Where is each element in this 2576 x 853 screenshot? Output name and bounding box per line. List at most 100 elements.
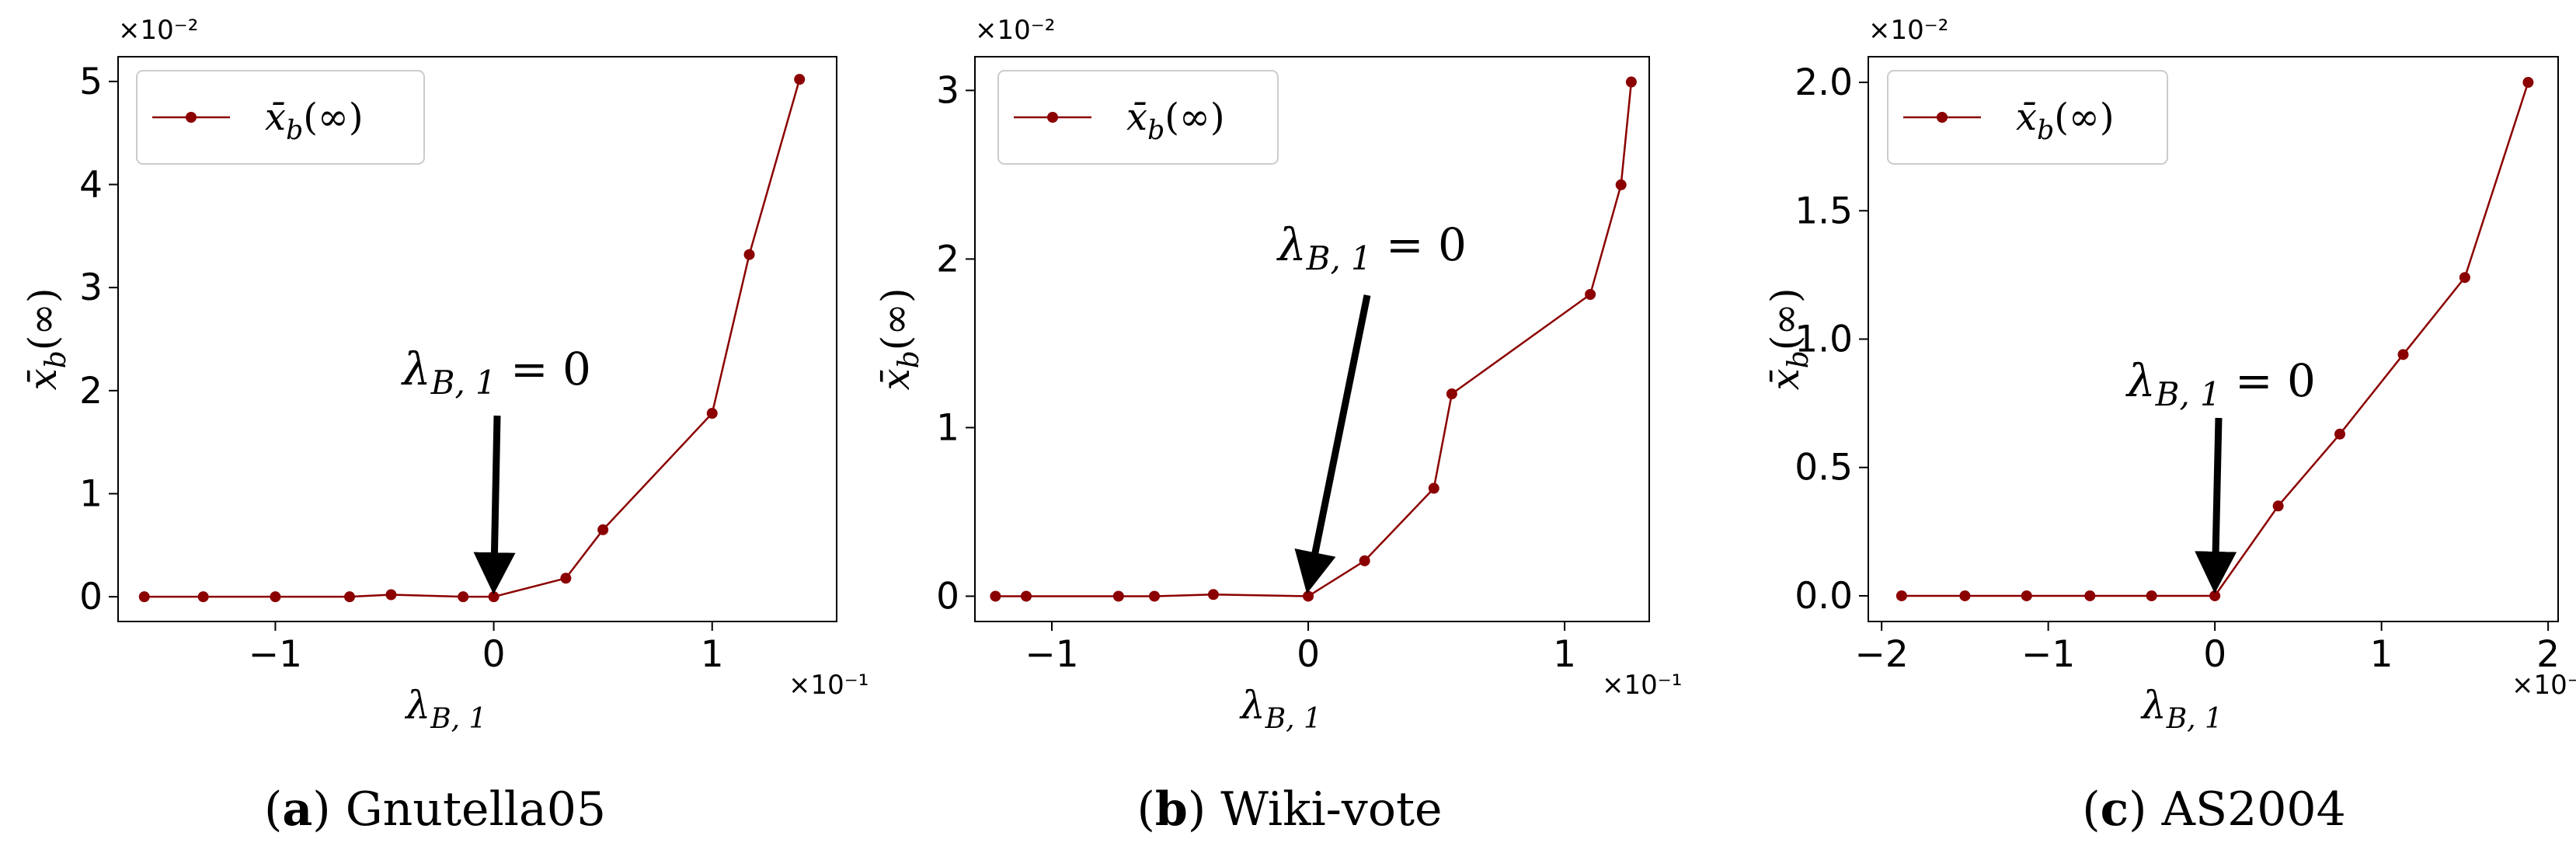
x-tick-label: −1: [249, 633, 302, 676]
y-tick-label: 2.0: [1794, 61, 1853, 104]
data-point: [2459, 272, 2470, 284]
data-point: [1021, 590, 1032, 602]
x-tick-label: −1: [2021, 633, 2075, 676]
y-axis-label-group: x̄b(∞): [1763, 288, 1815, 391]
y-tick-label: 0.0: [1794, 575, 1853, 618]
y-axis-label-group: x̄b(∞): [20, 288, 72, 391]
y-tick-label: 1: [79, 472, 103, 515]
legend-label: x̄b(∞): [2016, 96, 2115, 146]
y-tick-label: 0: [79, 576, 103, 618]
x-tick-label: 2: [2536, 633, 2560, 676]
data-point: [2272, 500, 2284, 512]
x-multiplier: ×10⁻¹: [1602, 670, 1682, 701]
x-tick-label: 1: [2370, 633, 2393, 676]
y-multiplier: ×10⁻²: [975, 15, 1055, 46]
data-point: [560, 573, 572, 584]
x-tick-label: −2: [1855, 633, 1909, 676]
chart-panel-c: −2 −1 0 1 2 0.0 0.5 1.0 1.5 2.0 ×10⁻² ×10⁻¹ λB, 1 x̄b…: [1763, 15, 2576, 837]
series-line: [144, 78, 801, 598]
legend: x̄b(∞): [1887, 70, 2168, 165]
x-tick-label: 0: [2203, 633, 2226, 676]
y-tick-label: 2: [936, 238, 959, 280]
data-point: [794, 74, 806, 85]
y-tick-label: 0.5: [1794, 447, 1853, 489]
annotation-arrow: [1294, 294, 1371, 594]
data-point: [1615, 179, 1627, 190]
legend-box: [997, 70, 1279, 165]
data-point: [2146, 590, 2157, 601]
y-tick-label: 4: [79, 164, 103, 207]
data-point: [1207, 589, 1219, 601]
data-point: [2334, 428, 2346, 440]
x-axis-label: λB, 1: [2140, 683, 2223, 735]
y-multiplier: ×10⁻²: [118, 15, 198, 46]
legend-box: [136, 70, 425, 165]
data-point: [706, 408, 718, 420]
data-point: [1303, 590, 1314, 602]
y-tick-label: 1: [936, 406, 959, 449]
legend-label: x̄b(∞): [265, 96, 364, 146]
data-point: [385, 589, 397, 601]
y-tick-label: 5: [79, 61, 103, 103]
data-point: [1112, 590, 1124, 602]
data-point: [1625, 76, 1637, 88]
data-point: [1585, 288, 1596, 300]
data-point: [1959, 590, 1971, 601]
y-tick-label: 3: [936, 69, 959, 112]
data-point: [1446, 388, 1457, 400]
legend-box: [1887, 70, 2168, 165]
x-multiplier: ×10⁻¹: [788, 670, 869, 701]
plot-frame: [974, 56, 1650, 622]
panel-caption: (a) Gnutella05: [264, 782, 606, 837]
legend: x̄b(∞): [136, 70, 425, 165]
y-tick-label: 1.0: [1794, 319, 1853, 361]
annotation-arrow: [473, 415, 516, 595]
data-point: [2397, 349, 2409, 360]
data-point: [270, 591, 281, 603]
y-axis-label: x̄b(∞): [1763, 288, 1815, 391]
x-tick-label: 0: [482, 633, 506, 676]
x-axis-label: λB, 1: [1239, 683, 1321, 735]
data-point: [597, 524, 609, 535]
data-point: [344, 591, 356, 603]
y-tick-label: 1.5: [1794, 190, 1853, 232]
y-multiplier: ×10⁻²: [1868, 15, 1948, 46]
panel-caption: (c) AS2004: [2082, 782, 2346, 837]
data-point: [197, 591, 209, 603]
data-point: [743, 249, 755, 260]
data-point: [2209, 590, 2221, 601]
data-point: [458, 591, 469, 603]
annotation-text: λB, 1 = 0: [1276, 218, 1467, 277]
data-point: [2522, 77, 2534, 89]
data-point: [1895, 590, 1907, 601]
y-axis-label-group: x̄b(∞): [873, 288, 925, 391]
x-tick-label: 1: [701, 633, 724, 676]
y-axis-label: x̄b(∞): [20, 288, 72, 391]
x-tick-label: −1: [1025, 633, 1078, 676]
data-point: [2021, 590, 2032, 601]
plot-frame: [117, 56, 837, 622]
data-point: [138, 591, 150, 603]
x-tick-label: 1: [1553, 633, 1576, 676]
data-point: [1149, 590, 1161, 602]
x-axis-label: λB, 1: [405, 683, 487, 735]
legend-label: x̄b(∞): [1126, 96, 1225, 146]
annotation-arrow: [2195, 417, 2237, 594]
legend-marker: [186, 112, 197, 123]
x-multiplier: ×10⁻¹: [2512, 670, 2576, 701]
y-axis-label: x̄b(∞): [873, 288, 925, 391]
y-tick-label: 2: [79, 370, 103, 413]
y-tick-label: 0: [936, 575, 959, 618]
y-tick-label: 3: [79, 266, 103, 309]
x-tick-label: 0: [1297, 633, 1320, 676]
data-point: [2084, 590, 2096, 601]
legend-marker: [1047, 112, 1058, 123]
annotation-text: λB, 1 = 0: [401, 343, 591, 402]
chart-panel-b: −1 0 1 0 1 2 3 ×10⁻² ×10⁻¹ λB, 1 x̄b(∞) x̄b(∞) λB, 1…: [873, 15, 1682, 837]
data-point: [990, 590, 1001, 602]
chart-panel-a: −1 0 1 0 1 2 3 4 5 ×10⁻² ×10⁻¹ λB, 1 x̄b(∞) x̄b(∞) λB,…: [20, 15, 869, 837]
panel-caption: (b) Wiki-vote: [1137, 782, 1442, 837]
series-line: [995, 82, 1633, 597]
data-point: [1359, 555, 1370, 566]
